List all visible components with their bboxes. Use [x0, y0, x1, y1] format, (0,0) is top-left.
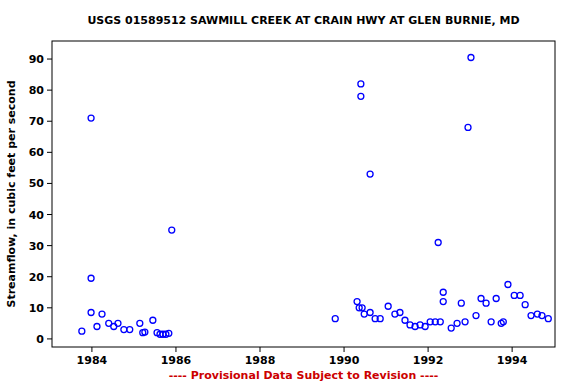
y-tick: [47, 307, 52, 308]
point: [88, 275, 94, 281]
point: [440, 289, 446, 295]
x-tick-label: 1990: [329, 354, 360, 367]
point: [142, 329, 148, 335]
y-axis-label: Streamflow, in cubic feet per second: [5, 80, 18, 307]
point: [468, 54, 474, 60]
x-tick-label: 1988: [245, 354, 276, 367]
x-tick-label: 1992: [413, 354, 444, 367]
point: [99, 311, 105, 317]
point: [361, 311, 367, 317]
point: [422, 323, 428, 329]
x-tick-label: 1994: [497, 354, 528, 367]
y-tick-label: 0: [36, 333, 44, 346]
point: [454, 320, 460, 326]
x-tick: [175, 347, 176, 352]
point: [166, 330, 172, 336]
point: [377, 316, 383, 322]
point: [478, 295, 484, 301]
point: [458, 300, 464, 306]
point: [358, 81, 364, 87]
y-tick: [47, 338, 52, 339]
point: [121, 327, 127, 333]
point: [332, 316, 338, 322]
point: [385, 303, 391, 309]
point: [435, 240, 441, 246]
point: [115, 320, 121, 326]
point: [150, 317, 156, 323]
point: [127, 327, 133, 333]
y-tick: [47, 183, 52, 184]
y-tick-label: 90: [29, 53, 45, 66]
point: [169, 227, 175, 233]
point: [88, 309, 94, 315]
y-tick-label: 20: [29, 271, 45, 284]
point: [367, 309, 373, 315]
y-tick-label: 80: [29, 84, 45, 97]
x-tick: [260, 347, 261, 352]
point: [367, 171, 373, 177]
point: [500, 319, 506, 325]
plot-frame: [52, 41, 555, 347]
point: [493, 295, 499, 301]
x-tick-label: 1986: [161, 354, 192, 367]
y-tick: [47, 245, 52, 246]
point: [539, 313, 545, 319]
point: [448, 325, 454, 331]
point: [517, 292, 523, 298]
x-tick-label: 1984: [77, 354, 108, 367]
y-tick: [47, 59, 52, 60]
y-tick: [47, 121, 52, 122]
point: [94, 323, 100, 329]
point: [358, 93, 364, 99]
point: [359, 305, 365, 311]
y-tick: [47, 276, 52, 277]
point: [437, 319, 443, 325]
point: [511, 292, 517, 298]
annotation: ---- Provisional Data Subject to Revisio…: [169, 369, 439, 382]
x-tick: [344, 347, 345, 352]
point: [488, 319, 494, 325]
point: [473, 313, 479, 319]
point: [88, 115, 94, 121]
y-tick-label: 50: [29, 177, 45, 190]
point: [137, 320, 143, 326]
point: [545, 316, 551, 322]
point: [522, 302, 528, 308]
point: [465, 124, 471, 130]
point: [402, 317, 408, 323]
point: [462, 319, 468, 325]
x-tick: [91, 347, 92, 352]
point: [440, 299, 446, 305]
points: [79, 54, 551, 337]
y-tick-label: 40: [29, 209, 45, 222]
chart: USGS 01589512 SAWMILL CREEK AT CRAIN HWY…: [0, 0, 576, 384]
x-tick: [512, 347, 513, 352]
point: [79, 328, 85, 334]
y-tick: [47, 214, 52, 215]
y-tick: [47, 90, 52, 91]
point: [505, 281, 511, 287]
y-tick-label: 70: [29, 115, 45, 128]
background: [0, 0, 576, 384]
point: [397, 309, 403, 315]
point: [111, 323, 117, 329]
point: [483, 300, 489, 306]
point: [354, 299, 360, 305]
y-tick: [47, 152, 52, 153]
y-tick-label: 60: [29, 146, 45, 159]
y-tick-label: 10: [29, 302, 45, 315]
point: [528, 313, 534, 319]
x-tick: [428, 347, 429, 352]
y-tick-label: 30: [29, 240, 45, 253]
title: USGS 01589512 SAWMILL CREEK AT CRAIN HWY…: [87, 14, 519, 27]
